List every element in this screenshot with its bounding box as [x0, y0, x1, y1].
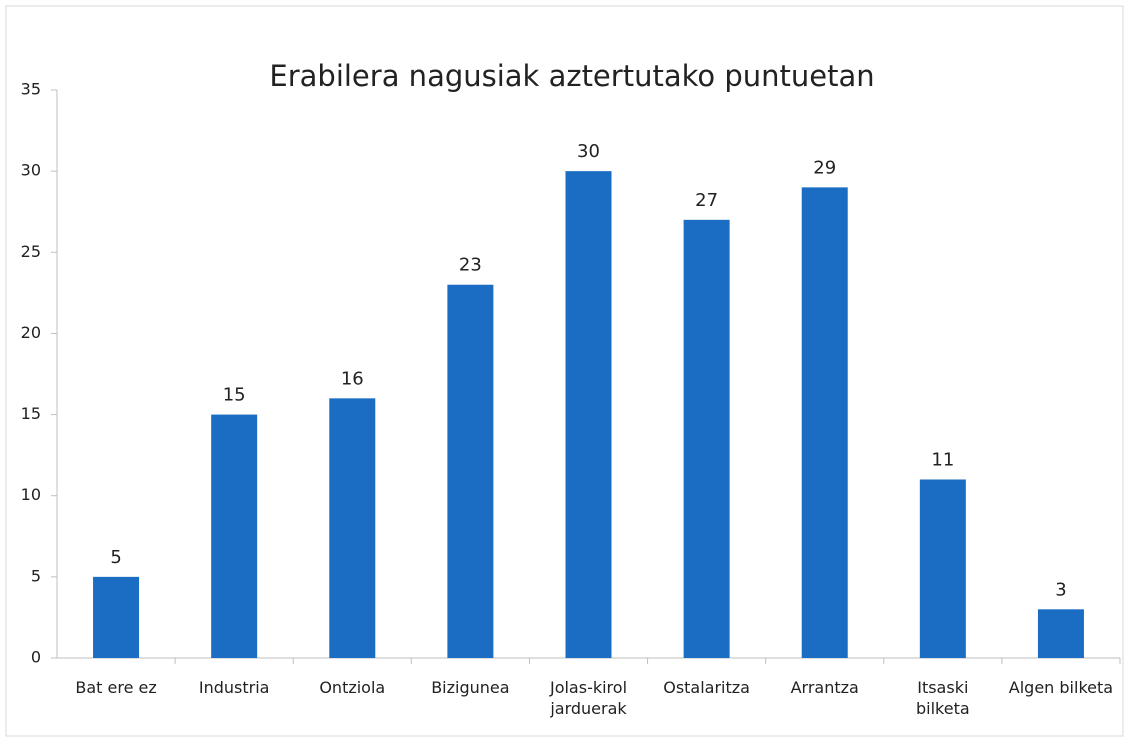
y-tick-label: 20 — [21, 323, 41, 342]
x-tick-label: Industria — [198, 678, 270, 697]
data-label: 3 — [1055, 579, 1066, 600]
bar — [565, 171, 612, 658]
x-tick-label: Itsaski bilketa — [915, 678, 970, 718]
chart-title: Erabilera nagusiak aztertutako puntuetan — [269, 59, 874, 93]
data-label: 30 — [577, 141, 600, 162]
bar — [93, 576, 140, 658]
x-tick-label: Bizigunea — [431, 678, 510, 697]
y-tick-label: 15 — [21, 404, 41, 423]
data-label: 16 — [341, 368, 364, 389]
x-tick-label: Arrantza — [790, 678, 859, 697]
x-tick-label: Jolas-kirol jarduerak — [549, 678, 628, 718]
y-tick-label: 0 — [31, 648, 41, 667]
chart-border — [5, 5, 1124, 737]
data-label: 27 — [695, 190, 718, 211]
data-label: 15 — [223, 385, 246, 406]
y-tick-label: 5 — [31, 566, 41, 585]
x-tick-label: Ostalaritza — [663, 678, 750, 697]
bar — [683, 219, 730, 659]
x-tick-label: Bat ere ez — [75, 678, 157, 697]
bar — [919, 479, 966, 658]
data-label: 5 — [110, 547, 121, 568]
y-tick-label: 35 — [21, 80, 41, 99]
y-tick-label: 30 — [21, 161, 41, 180]
bar — [1037, 609, 1084, 658]
bar — [329, 398, 376, 658]
x-tick-label: Ontziola — [319, 678, 386, 697]
x-tick-label: Algen bilketa — [1008, 678, 1114, 697]
data-label: 11 — [931, 449, 954, 470]
bar — [211, 414, 258, 658]
y-tick-label: 25 — [21, 242, 41, 261]
data-label: 29 — [813, 157, 836, 178]
bar — [447, 284, 494, 658]
data-label: 23 — [459, 255, 482, 276]
bar — [801, 187, 848, 658]
y-tick-label: 10 — [21, 485, 41, 504]
